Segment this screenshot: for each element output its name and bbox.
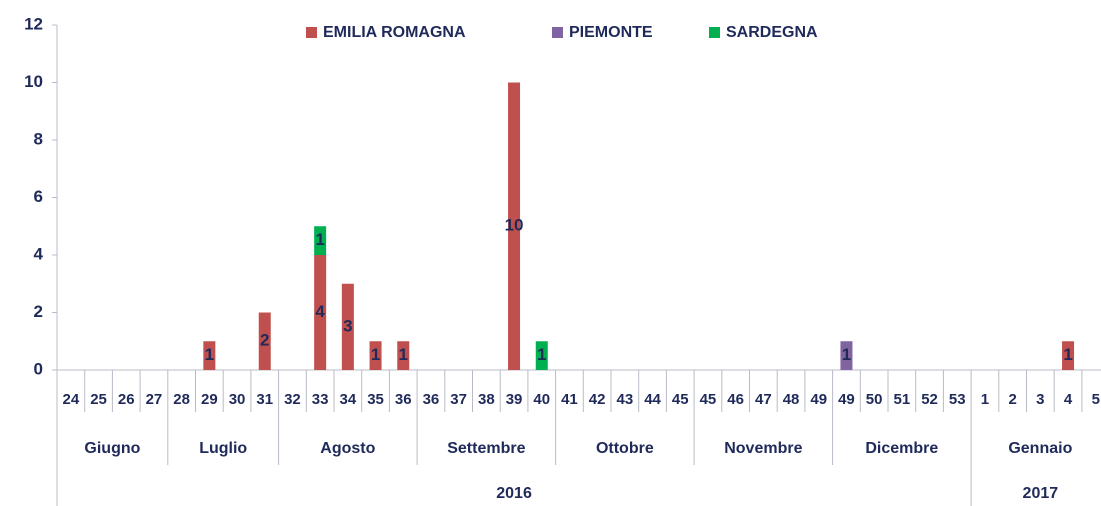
legend-label: PIEMONTE bbox=[569, 24, 653, 41]
month-label: Gennaio bbox=[1008, 440, 1072, 457]
y-tick-label: 2 bbox=[34, 302, 43, 321]
data-label: 1 bbox=[371, 345, 380, 364]
bar-segment bbox=[397, 341, 410, 370]
data-label: 1 bbox=[537, 345, 546, 364]
data-label: 1 bbox=[205, 345, 214, 364]
x-tick-label: 52 bbox=[921, 391, 938, 408]
data-label: 10 bbox=[505, 216, 524, 235]
x-tick-label: 47 bbox=[755, 391, 772, 408]
x-tick-label: 39 bbox=[506, 391, 523, 408]
x-tick-label: 50 bbox=[866, 391, 883, 408]
bar-segment bbox=[258, 312, 271, 370]
month-label: Dicembre bbox=[865, 440, 938, 457]
x-tick-label: 36 bbox=[423, 391, 440, 408]
bar-segment bbox=[1062, 341, 1075, 370]
x-tick-label: 37 bbox=[450, 391, 467, 408]
x-tick-label: 3 bbox=[1036, 391, 1044, 408]
y-tick-label: 4 bbox=[34, 244, 44, 263]
data-label: 4 bbox=[315, 302, 325, 321]
x-tick-label: 44 bbox=[644, 391, 661, 408]
x-tick-label: 25 bbox=[90, 391, 107, 408]
data-label: 1 bbox=[315, 230, 324, 249]
x-tick-label: 32 bbox=[284, 391, 301, 408]
data-label: 2 bbox=[260, 331, 269, 350]
x-tick-label: 38 bbox=[478, 391, 495, 408]
legend-label: EMILIA ROMAGNA bbox=[323, 24, 466, 41]
legend-swatch bbox=[709, 27, 720, 38]
x-tick-label: 28 bbox=[173, 391, 190, 408]
x-tick-label: 48 bbox=[783, 391, 800, 408]
bar-segment bbox=[369, 341, 382, 370]
bar-segment bbox=[840, 341, 853, 370]
bar-segment bbox=[203, 341, 216, 370]
x-tick-label: 43 bbox=[617, 391, 634, 408]
x-tick-label: 30 bbox=[229, 391, 246, 408]
month-label: Ottobre bbox=[596, 440, 654, 457]
x-tick-label: 26 bbox=[118, 391, 135, 408]
bar-segment bbox=[508, 82, 521, 370]
data-label: 1 bbox=[399, 345, 408, 364]
x-tick-label: 45 bbox=[672, 391, 689, 408]
bar-segment bbox=[314, 226, 327, 255]
x-tick-label: 42 bbox=[589, 391, 606, 408]
month-label: Settembre bbox=[447, 440, 525, 457]
y-tick-label: 6 bbox=[34, 187, 43, 206]
x-tick-label: 5 bbox=[1092, 391, 1100, 408]
legend-label: SARDEGNA bbox=[726, 24, 818, 41]
x-tick-label: 24 bbox=[63, 391, 80, 408]
month-label: Luglio bbox=[199, 440, 247, 457]
y-tick-label: 8 bbox=[34, 129, 43, 148]
x-tick-label: 49 bbox=[810, 391, 827, 408]
year-label: 2017 bbox=[1023, 485, 1059, 502]
x-tick-label: 49 bbox=[838, 391, 855, 408]
x-tick-label: 46 bbox=[727, 391, 744, 408]
bar-segment bbox=[341, 283, 354, 370]
x-tick-label: 1 bbox=[981, 391, 989, 408]
x-tick-label: 31 bbox=[256, 391, 273, 408]
x-tick-label: 53 bbox=[949, 391, 966, 408]
bar-segment bbox=[314, 255, 327, 370]
x-tick-label: 36 bbox=[395, 391, 412, 408]
y-tick-label: 0 bbox=[34, 359, 43, 378]
x-tick-label: 40 bbox=[533, 391, 550, 408]
year-label: 2016 bbox=[496, 485, 532, 502]
y-tick-label: 12 bbox=[24, 14, 43, 33]
data-label: 3 bbox=[343, 316, 352, 335]
x-tick-label: 51 bbox=[894, 391, 911, 408]
x-tick-label: 45 bbox=[700, 391, 717, 408]
x-tick-label: 2 bbox=[1008, 391, 1016, 408]
legend-swatch bbox=[552, 27, 563, 38]
x-tick-label: 29 bbox=[201, 391, 218, 408]
x-tick-label: 35 bbox=[367, 391, 384, 408]
x-tick-label: 33 bbox=[312, 391, 329, 408]
data-label: 1 bbox=[1063, 345, 1072, 364]
legend-swatch bbox=[306, 27, 317, 38]
month-label: Novembre bbox=[724, 440, 802, 457]
x-tick-label: 34 bbox=[340, 391, 357, 408]
data-label: 1 bbox=[842, 345, 851, 364]
bar-segment bbox=[535, 341, 548, 370]
y-tick-label: 10 bbox=[24, 72, 43, 91]
x-tick-label: 41 bbox=[561, 391, 578, 408]
month-label: Giugno bbox=[84, 440, 140, 457]
x-tick-label: 27 bbox=[146, 391, 163, 408]
x-tick-label: 4 bbox=[1064, 391, 1073, 408]
month-label: Agosto bbox=[320, 440, 375, 457]
